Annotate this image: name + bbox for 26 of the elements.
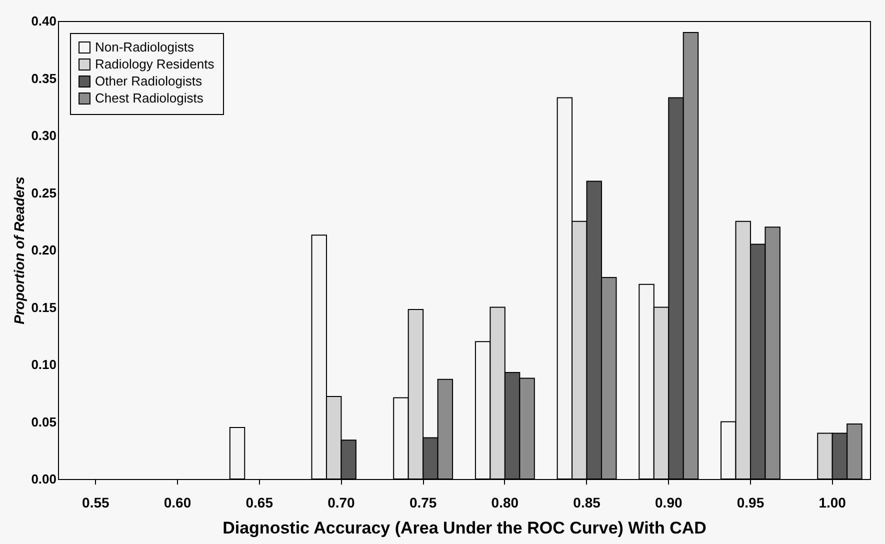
- y-tick-label: 0.10: [31, 357, 56, 372]
- x-tick-label: 0.80: [491, 494, 519, 510]
- x-tick-label: 0.95: [736, 494, 764, 510]
- y-tick-label: 0.25: [31, 185, 56, 200]
- y-axis-title: Proportion of Readers: [11, 176, 28, 324]
- x-tick-label: 0.75: [409, 494, 437, 510]
- y-tick-label: 0.40: [31, 14, 56, 28]
- x-tick-label: 0.65: [246, 494, 274, 510]
- y-tick-label: 0.35: [31, 70, 56, 86]
- x-tick-label: 0.60: [164, 494, 192, 510]
- x-tick-label: 0.85: [573, 494, 601, 510]
- bar: [229, 426, 246, 480]
- y-tick-label: 0.05: [31, 414, 56, 430]
- legend-label: Non-Radiologists: [95, 40, 194, 54]
- y-tick-label: 0.30: [31, 128, 56, 143]
- x-tick-label: 0.90: [655, 494, 682, 510]
- x-tick-label: 1.00: [818, 494, 846, 510]
- legend-label: Chest Radiologists: [95, 90, 204, 106]
- x-axis-title: Diagnostic Accuracy (Area Under the ROC Curve) With CAD: [222, 518, 706, 538]
- y-tick-label: 0.15: [31, 300, 56, 315]
- x-tick-label: 0.55: [82, 494, 110, 510]
- x-tick-label: 0.70: [328, 494, 356, 510]
- legend-label: Other Radiologists: [95, 74, 202, 88]
- legend-label: Radiology Residents: [95, 56, 215, 72]
- y-tick-label: 0.00: [31, 472, 56, 486]
- y-tick-label: 0.20: [31, 242, 56, 258]
